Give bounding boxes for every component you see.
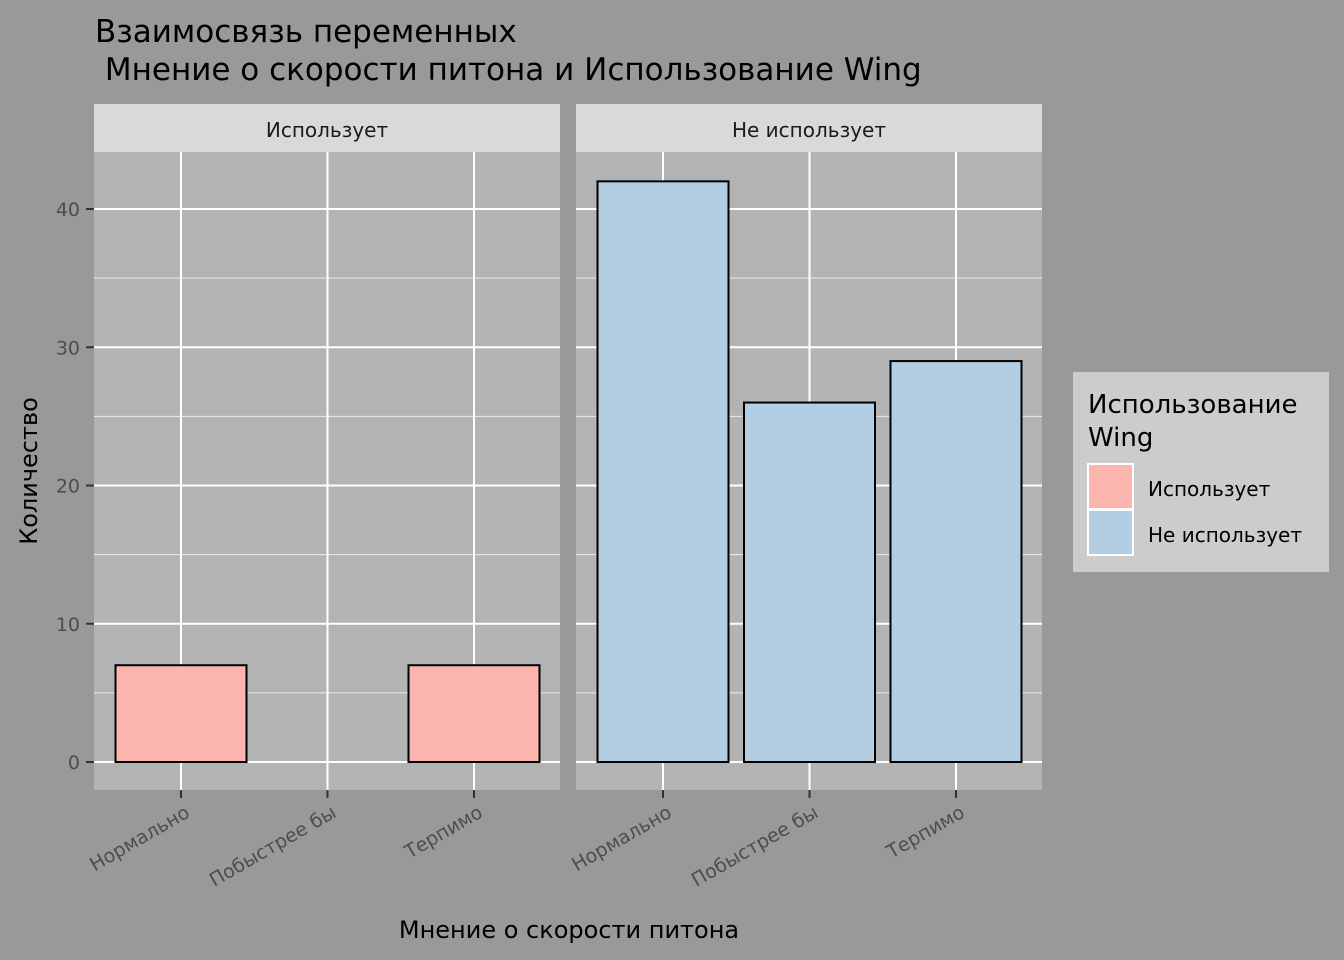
- bar: [743, 401, 876, 763]
- facet-strip-label: Не использует: [732, 118, 886, 142]
- legend-label-uses: Использует: [1148, 477, 1271, 501]
- y-tick-label: 20: [56, 476, 80, 498]
- y-tick-label: 0: [68, 752, 80, 774]
- y-tick-label: 10: [56, 614, 80, 636]
- bar: [889, 360, 1023, 763]
- legend-key-not-uses: [1087, 509, 1134, 556]
- x-axis-title: Мнение о скорости питона: [399, 916, 739, 944]
- legend-title-line2: Wing: [1088, 423, 1153, 453]
- chart-title-line1: Взаимосвязь переменных: [95, 14, 517, 50]
- bar: [596, 180, 730, 764]
- bar: [114, 664, 248, 763]
- facet-strip-label: Использует: [266, 118, 389, 142]
- legend: Использование Wing Использует Не использ…: [1073, 372, 1329, 572]
- chart-title-line2: Мнение о скорости питона и Использование…: [95, 52, 922, 88]
- bar: [407, 664, 541, 763]
- y-axis-title: Количество: [15, 397, 43, 545]
- facet-strip: [94, 104, 560, 152]
- y-tick-label: 40: [56, 199, 80, 221]
- legend-key-uses: [1087, 463, 1134, 510]
- legend-label-not-uses: Не использует: [1148, 523, 1302, 547]
- y-axis: 0 10 20 30 40: [56, 199, 94, 774]
- legend-title-line1: Использование: [1088, 390, 1297, 420]
- facet-strip: [576, 104, 1042, 152]
- y-tick-label: 30: [56, 337, 80, 359]
